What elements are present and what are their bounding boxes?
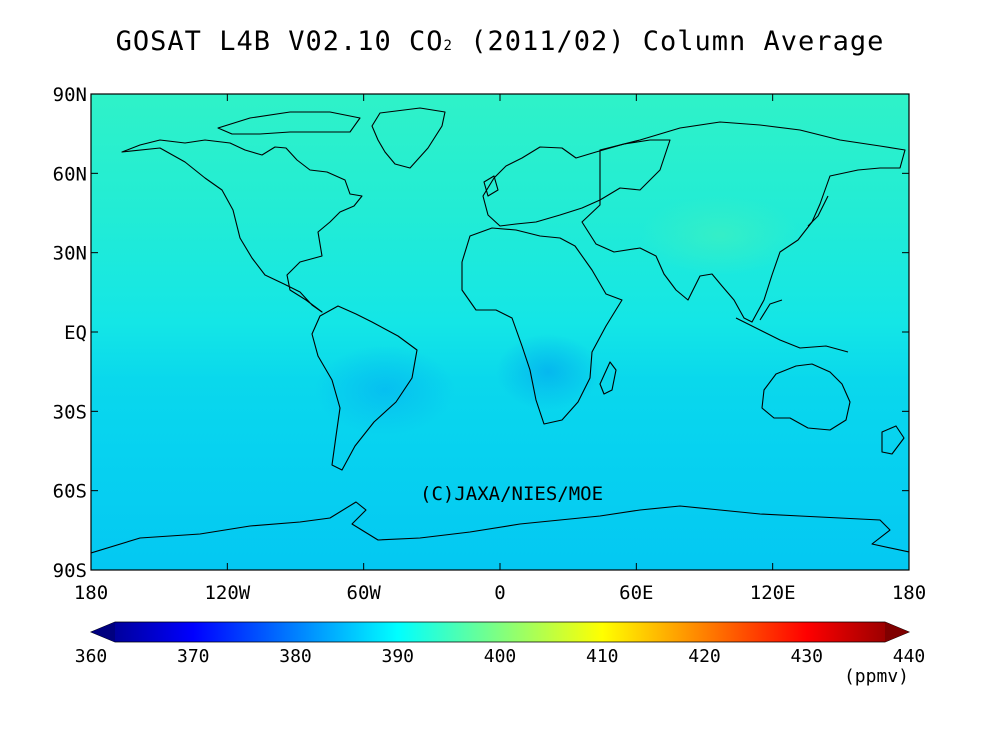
title-prefix: GOSAT L4B V02.10 CO bbox=[115, 26, 444, 57]
colorbar-ticks: 360 370 380 390 400 410 420 430 440 bbox=[75, 646, 926, 667]
coast-south-america bbox=[311, 305, 418, 471]
colorbar-tick-label: 390 bbox=[381, 646, 414, 667]
colorbar: 360 370 380 390 400 410 420 430 440 (ppmv) bbox=[75, 621, 926, 687]
colorbar-tick-label: 370 bbox=[177, 646, 210, 667]
coast-greenland bbox=[371, 107, 446, 169]
field-low-south-america bbox=[315, 345, 455, 435]
coast-new-zealand bbox=[881, 425, 905, 455]
colorbar-min-arrow bbox=[91, 622, 115, 642]
colorbar-tick-label: 440 bbox=[893, 646, 926, 667]
copyright-text: (C)JAXA/NIES/MOE bbox=[420, 483, 603, 505]
coast-antarctica bbox=[91, 501, 909, 554]
coast-british-isles bbox=[483, 175, 499, 197]
lat-tick-label: 30S bbox=[53, 401, 87, 423]
longitude-axis: 180 120W 60W 0 60E 120E 180 bbox=[74, 94, 926, 604]
map-title: GOSAT L4B V02.10 CO2 (2011/02) Column Av… bbox=[0, 26, 1000, 57]
lon-tick-label: 120E bbox=[750, 582, 796, 604]
colorbar-unit: (ppmv) bbox=[844, 666, 909, 687]
latitude-axis: 90N 60N 30N EQ 30S 60S 90S bbox=[53, 84, 909, 582]
coast-indonesia bbox=[735, 299, 849, 353]
title-suffix: (2011/02) Column Average bbox=[452, 26, 885, 57]
co2-field bbox=[91, 94, 909, 570]
coast-japan bbox=[807, 195, 829, 227]
coast-asia bbox=[581, 121, 906, 323]
lon-tick-label: 180 bbox=[74, 582, 108, 604]
colorbar-tick-label: 430 bbox=[790, 646, 823, 667]
lon-tick-label: 0 bbox=[494, 582, 505, 604]
field-high-asia bbox=[640, 195, 800, 275]
lon-tick-label: 60W bbox=[347, 582, 382, 604]
colorbar-tick-label: 380 bbox=[279, 646, 312, 667]
coast-arctic-islands bbox=[217, 111, 361, 135]
lat-tick-label: 60S bbox=[53, 481, 87, 503]
coast-north-america bbox=[121, 139, 363, 313]
lat-tick-label: 90N bbox=[53, 84, 87, 106]
coast-africa bbox=[461, 227, 623, 425]
colorbar-tick-label: 400 bbox=[484, 646, 517, 667]
coast-madagascar bbox=[599, 361, 617, 395]
colorbar-max-arrow bbox=[885, 622, 909, 642]
lat-tick-label: 60N bbox=[53, 163, 87, 185]
colorbar-gradient bbox=[89, 621, 911, 643]
title-subscript: 2 bbox=[443, 38, 453, 54]
colorbar-tick-label: 360 bbox=[75, 646, 108, 667]
field-low-africa bbox=[496, 334, 600, 410]
lon-tick-label: 180 bbox=[892, 582, 926, 604]
colorbar-tick-label: 410 bbox=[586, 646, 619, 667]
coast-australia bbox=[761, 363, 851, 431]
lat-tick-label: 30N bbox=[53, 243, 87, 265]
coastlines bbox=[91, 107, 909, 554]
field-background bbox=[91, 94, 909, 570]
lon-tick-label: 120W bbox=[204, 582, 250, 604]
lon-tick-label: 60E bbox=[619, 582, 653, 604]
colorbar-tick-label: 420 bbox=[688, 646, 721, 667]
lat-tick-label: 90S bbox=[53, 560, 87, 582]
lat-tick-label: EQ bbox=[64, 322, 87, 344]
coast-europe bbox=[482, 139, 671, 227]
